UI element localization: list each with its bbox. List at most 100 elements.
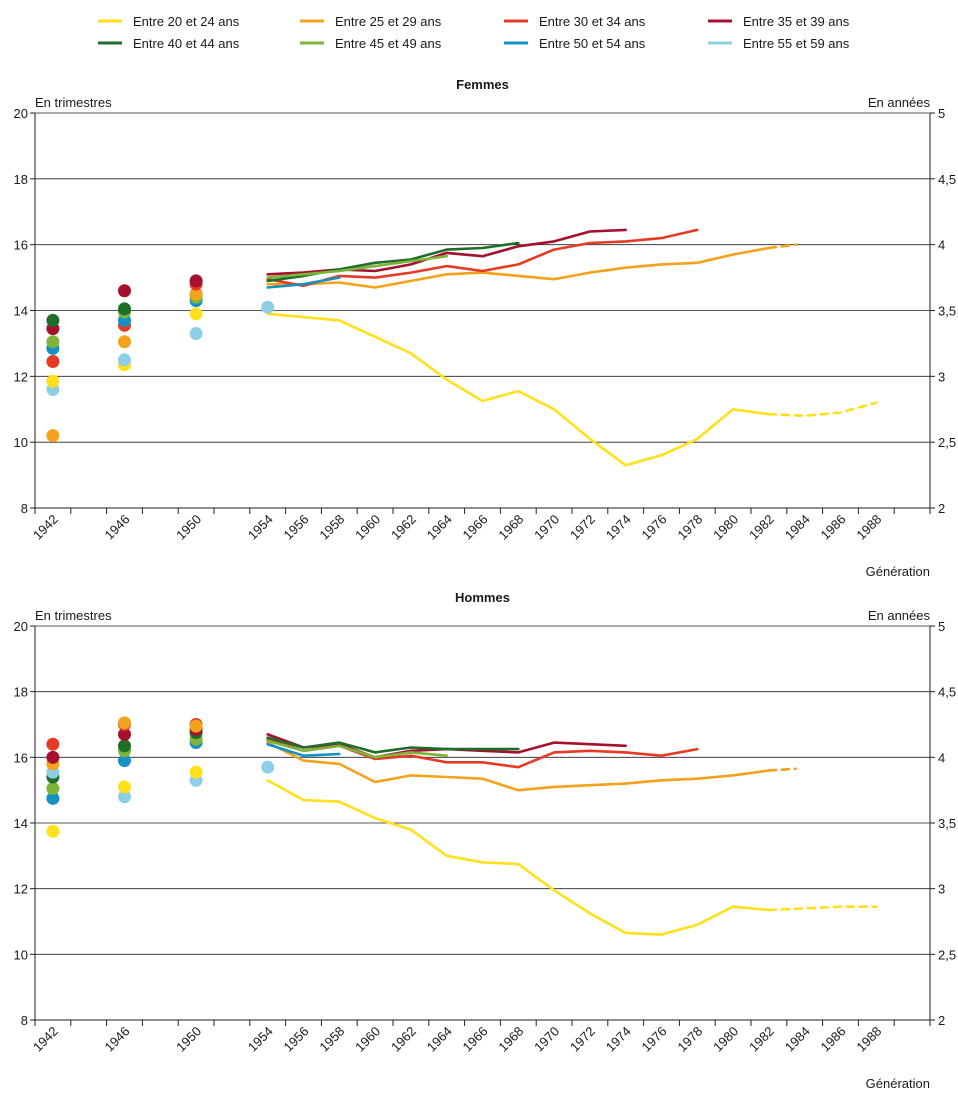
y-tick-label-left: 12 (14, 882, 28, 897)
data-point-a55 (118, 353, 131, 367)
y-tick-label-left: 20 (14, 619, 28, 634)
y-tick-label-left: 16 (14, 750, 28, 765)
data-point-a30 (46, 355, 60, 369)
x-tick-label: 1964 (424, 1024, 455, 1055)
x-tick-label: 1950 (173, 1024, 204, 1055)
series-line-a45 (266, 739, 448, 759)
y-tick-label-left: 14 (14, 304, 28, 319)
series-line-a25 (266, 741, 771, 792)
x-tick-label: 1942 (30, 512, 61, 543)
x-tick-label: 1946 (102, 1024, 133, 1055)
legend-item-a30: Entre 30 et 34 ans (504, 14, 646, 29)
y-tick-label-right: 3,5 (938, 816, 956, 831)
x-tick-label: 1966 (460, 1024, 491, 1055)
data-point-a40 (118, 302, 131, 316)
y-axis-label-right: En années (868, 95, 931, 110)
y-tick-label-right: 2,5 (938, 435, 956, 450)
data-point-a20 (189, 765, 203, 779)
data-point-a20 (189, 307, 203, 321)
y-tick-label-right: 3,5 (938, 304, 956, 319)
series-line-a20-projection (767, 905, 878, 912)
x-tick-label: 1982 (746, 512, 777, 543)
legend-item-a50: Entre 50 et 54 ans (504, 36, 646, 51)
x-tick-label: 1980 (710, 1024, 741, 1055)
data-point-a55 (261, 300, 275, 314)
y-tick-label-right: 4 (938, 238, 945, 253)
legend-label: Entre 20 et 24 ans (133, 14, 240, 29)
y-tick-label-right: 4,5 (938, 685, 956, 700)
series-line-a50 (266, 742, 341, 757)
series-line-a45 (266, 254, 448, 279)
legend-item-a55: Entre 55 et 59 ans (708, 36, 850, 51)
x-tick-label: 1982 (746, 1024, 777, 1055)
legend-label: Entre 30 et 34 ans (539, 14, 646, 29)
series-line-a20 (266, 779, 771, 936)
data-point-a30 (46, 737, 60, 751)
y-tick-label-left: 8 (21, 501, 28, 516)
x-tick-label: 1974 (603, 1024, 634, 1055)
legend-item-a25: Entre 25 et 29 ans (300, 14, 442, 29)
series-line-a20-projection (767, 401, 878, 418)
series-line-a30 (266, 228, 699, 288)
y-tick-label-right: 2 (938, 501, 945, 516)
x-tick-label: 1968 (495, 1024, 526, 1055)
series-line-a25-projection (767, 243, 797, 250)
data-point-a50 (46, 791, 60, 805)
x-tick-label: 1950 (173, 512, 204, 543)
x-tick-label: 1960 (352, 1024, 383, 1055)
x-tick-label: 1962 (388, 512, 419, 543)
data-point-a40 (118, 739, 131, 753)
panel-hommes: Hommes En trimestres En années Génération 8 2… (14, 590, 957, 1091)
y-tick-label-right: 4,5 (938, 172, 956, 187)
x-tick-label: 1958 (316, 1024, 347, 1055)
data-point-a25 (46, 429, 60, 443)
legend-item-a20: Entre 20 et 24 ans (98, 14, 240, 29)
series-line-a25 (266, 246, 771, 289)
y-tick-label-right: 3 (938, 882, 945, 897)
x-tick-label: 1966 (460, 512, 491, 543)
legend-item-a40: Entre 40 et 44 ans (98, 36, 240, 51)
series-line-a20 (266, 312, 771, 467)
data-point-a35 (46, 750, 60, 764)
x-tick-label: 1986 (818, 1024, 849, 1055)
legend-item-a45: Entre 45 et 49 ans (300, 36, 442, 51)
legend-label: Entre 35 et 39 ans (743, 14, 850, 29)
data-point-a55 (261, 760, 275, 774)
x-tick-label: 1968 (495, 512, 526, 543)
data-point-a25 (189, 719, 203, 733)
data-point-a20 (46, 824, 60, 838)
y-tick-label-right: 4 (938, 750, 945, 765)
data-point-a25 (189, 287, 203, 301)
x-tick-label: 1976 (639, 512, 670, 543)
data-point-a55 (118, 790, 131, 804)
y-axis-label-left: En trimestres (35, 95, 112, 110)
y-tick-label-right: 2 (938, 1013, 945, 1028)
y-tick-label-right: 3 (938, 369, 945, 384)
x-tick-label: 1964 (424, 512, 455, 543)
legend-label: Entre 40 et 44 ans (133, 36, 240, 51)
x-tick-label: 1976 (639, 1024, 670, 1055)
x-tick-label: 1980 (710, 512, 741, 543)
x-tick-label: 1958 (316, 512, 347, 543)
data-point-a35 (118, 727, 131, 741)
series-line-a40 (266, 736, 520, 754)
x-tick-label: 1962 (388, 1024, 419, 1055)
panel-femmes: Femmes En trimestres En années Génération 8 2… (14, 77, 957, 579)
panel-title: Hommes (455, 590, 510, 605)
x-tick-label: 1978 (674, 1024, 705, 1055)
data-point-a55 (189, 327, 203, 341)
y-tick-label-left: 14 (14, 816, 28, 831)
legend-label: Entre 25 et 29 ans (335, 14, 442, 29)
y-axis-label-right: En années (868, 608, 931, 623)
x-tick-label: 1972 (567, 1024, 598, 1055)
x-tick-label: 1984 (782, 512, 813, 543)
y-tick-label-right: 5 (938, 106, 945, 121)
legend-label: Entre 55 et 59 ans (743, 36, 850, 51)
data-point-a25 (118, 716, 131, 730)
x-tick-label: 1988 (853, 1024, 884, 1055)
x-tick-label: 1956 (281, 1024, 312, 1055)
data-point-a25 (118, 335, 131, 349)
legend: Entre 20 et 24 ans Entre 25 et 29 ans Entr… (98, 14, 850, 51)
